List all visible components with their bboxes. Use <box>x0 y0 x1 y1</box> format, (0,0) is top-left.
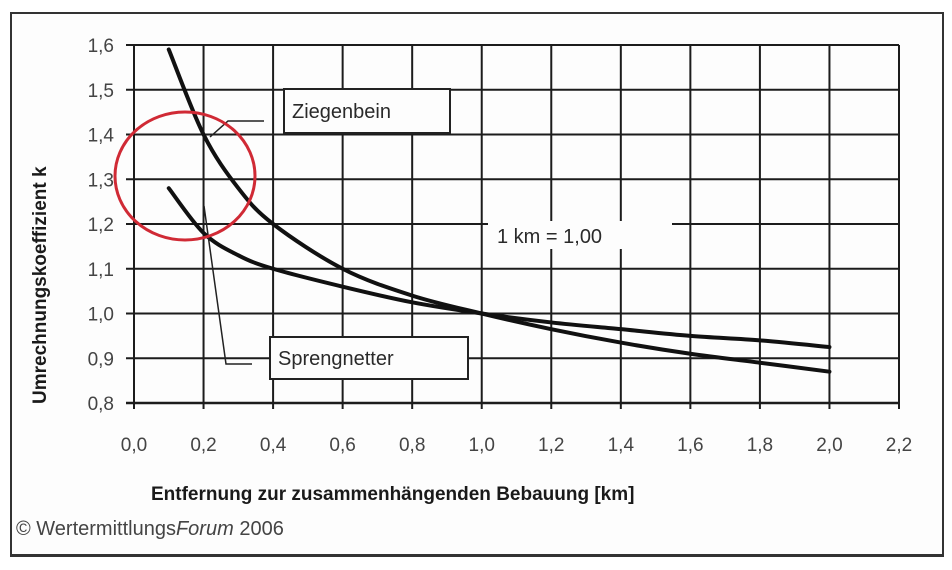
x-tick-label: 0,8 <box>399 435 425 456</box>
chart-curves <box>166 47 832 374</box>
y-tick-label: 1,0 <box>88 305 114 326</box>
curve-sprengnetter <box>166 186 832 350</box>
sprengnetter-callout: Sprengnetter <box>203 205 469 380</box>
y-tick-label: 1,3 <box>88 170 114 191</box>
x-tick-label: 0,2 <box>190 435 216 456</box>
x-axis-title: Entfernung zur zusammenhängenden Bebauun… <box>151 484 634 505</box>
x-tick-label: 2,0 <box>816 435 842 456</box>
y-tick-label: 1,6 <box>88 36 114 57</box>
y-tick-label: 0,9 <box>88 349 114 370</box>
x-tick-label: 0,0 <box>121 435 147 456</box>
x-tick-label: 1,6 <box>677 435 703 456</box>
x-tick-label: 1,8 <box>747 435 773 456</box>
ziegenbein-label-box <box>283 88 451 134</box>
ziegenbein-callout: Ziegenbein <box>209 88 451 138</box>
ziegenbein-label: Ziegenbein <box>292 101 391 123</box>
reference-note: 1 km = 1,00 <box>497 226 602 248</box>
sprengnetter-label-box <box>269 336 469 380</box>
sprengnetter-label: Sprengnetter <box>278 348 394 370</box>
x-tick-label: 1,4 <box>608 435 635 456</box>
copyright-prefix: © Wertermittlungs <box>16 518 176 540</box>
copyright-forum: Forum <box>175 518 234 540</box>
sprengnetter-leader-line <box>203 205 252 365</box>
y-tick-label: 0,8 <box>88 394 114 415</box>
copyright-notice: © WertermittlungsForum 2006 <box>16 518 284 541</box>
y-tick-label: 1,4 <box>88 126 115 147</box>
chart-frame <box>10 12 944 557</box>
curve-ziegenbein <box>166 47 832 374</box>
x-tick-label: 0,4 <box>260 435 287 456</box>
y-tick-label: 1,2 <box>88 215 114 236</box>
highlight-circle <box>113 110 257 242</box>
x-tick-label: 2,2 <box>886 435 912 456</box>
x-tick-label: 1,2 <box>538 435 564 456</box>
y-tick-label: 1,1 <box>88 260 114 281</box>
x-tick-label: 1,0 <box>469 435 495 456</box>
reference-annotation: 1 km = 1,00 <box>488 221 672 249</box>
y-axis-title: Umrechnungskoeffizient k <box>30 166 51 404</box>
y-tick-label: 1,5 <box>88 81 114 102</box>
ziegenbein-leader-line <box>209 120 264 138</box>
copyright-year: 2006 <box>233 518 284 540</box>
x-tick-label: 0,6 <box>329 435 355 456</box>
axis-ticks: 0,8 0,9 1,0 1,1 1,2 1,3 1,4 1,5 1,6 0,0 0,2 0,4 0,6 0… <box>88 36 913 456</box>
